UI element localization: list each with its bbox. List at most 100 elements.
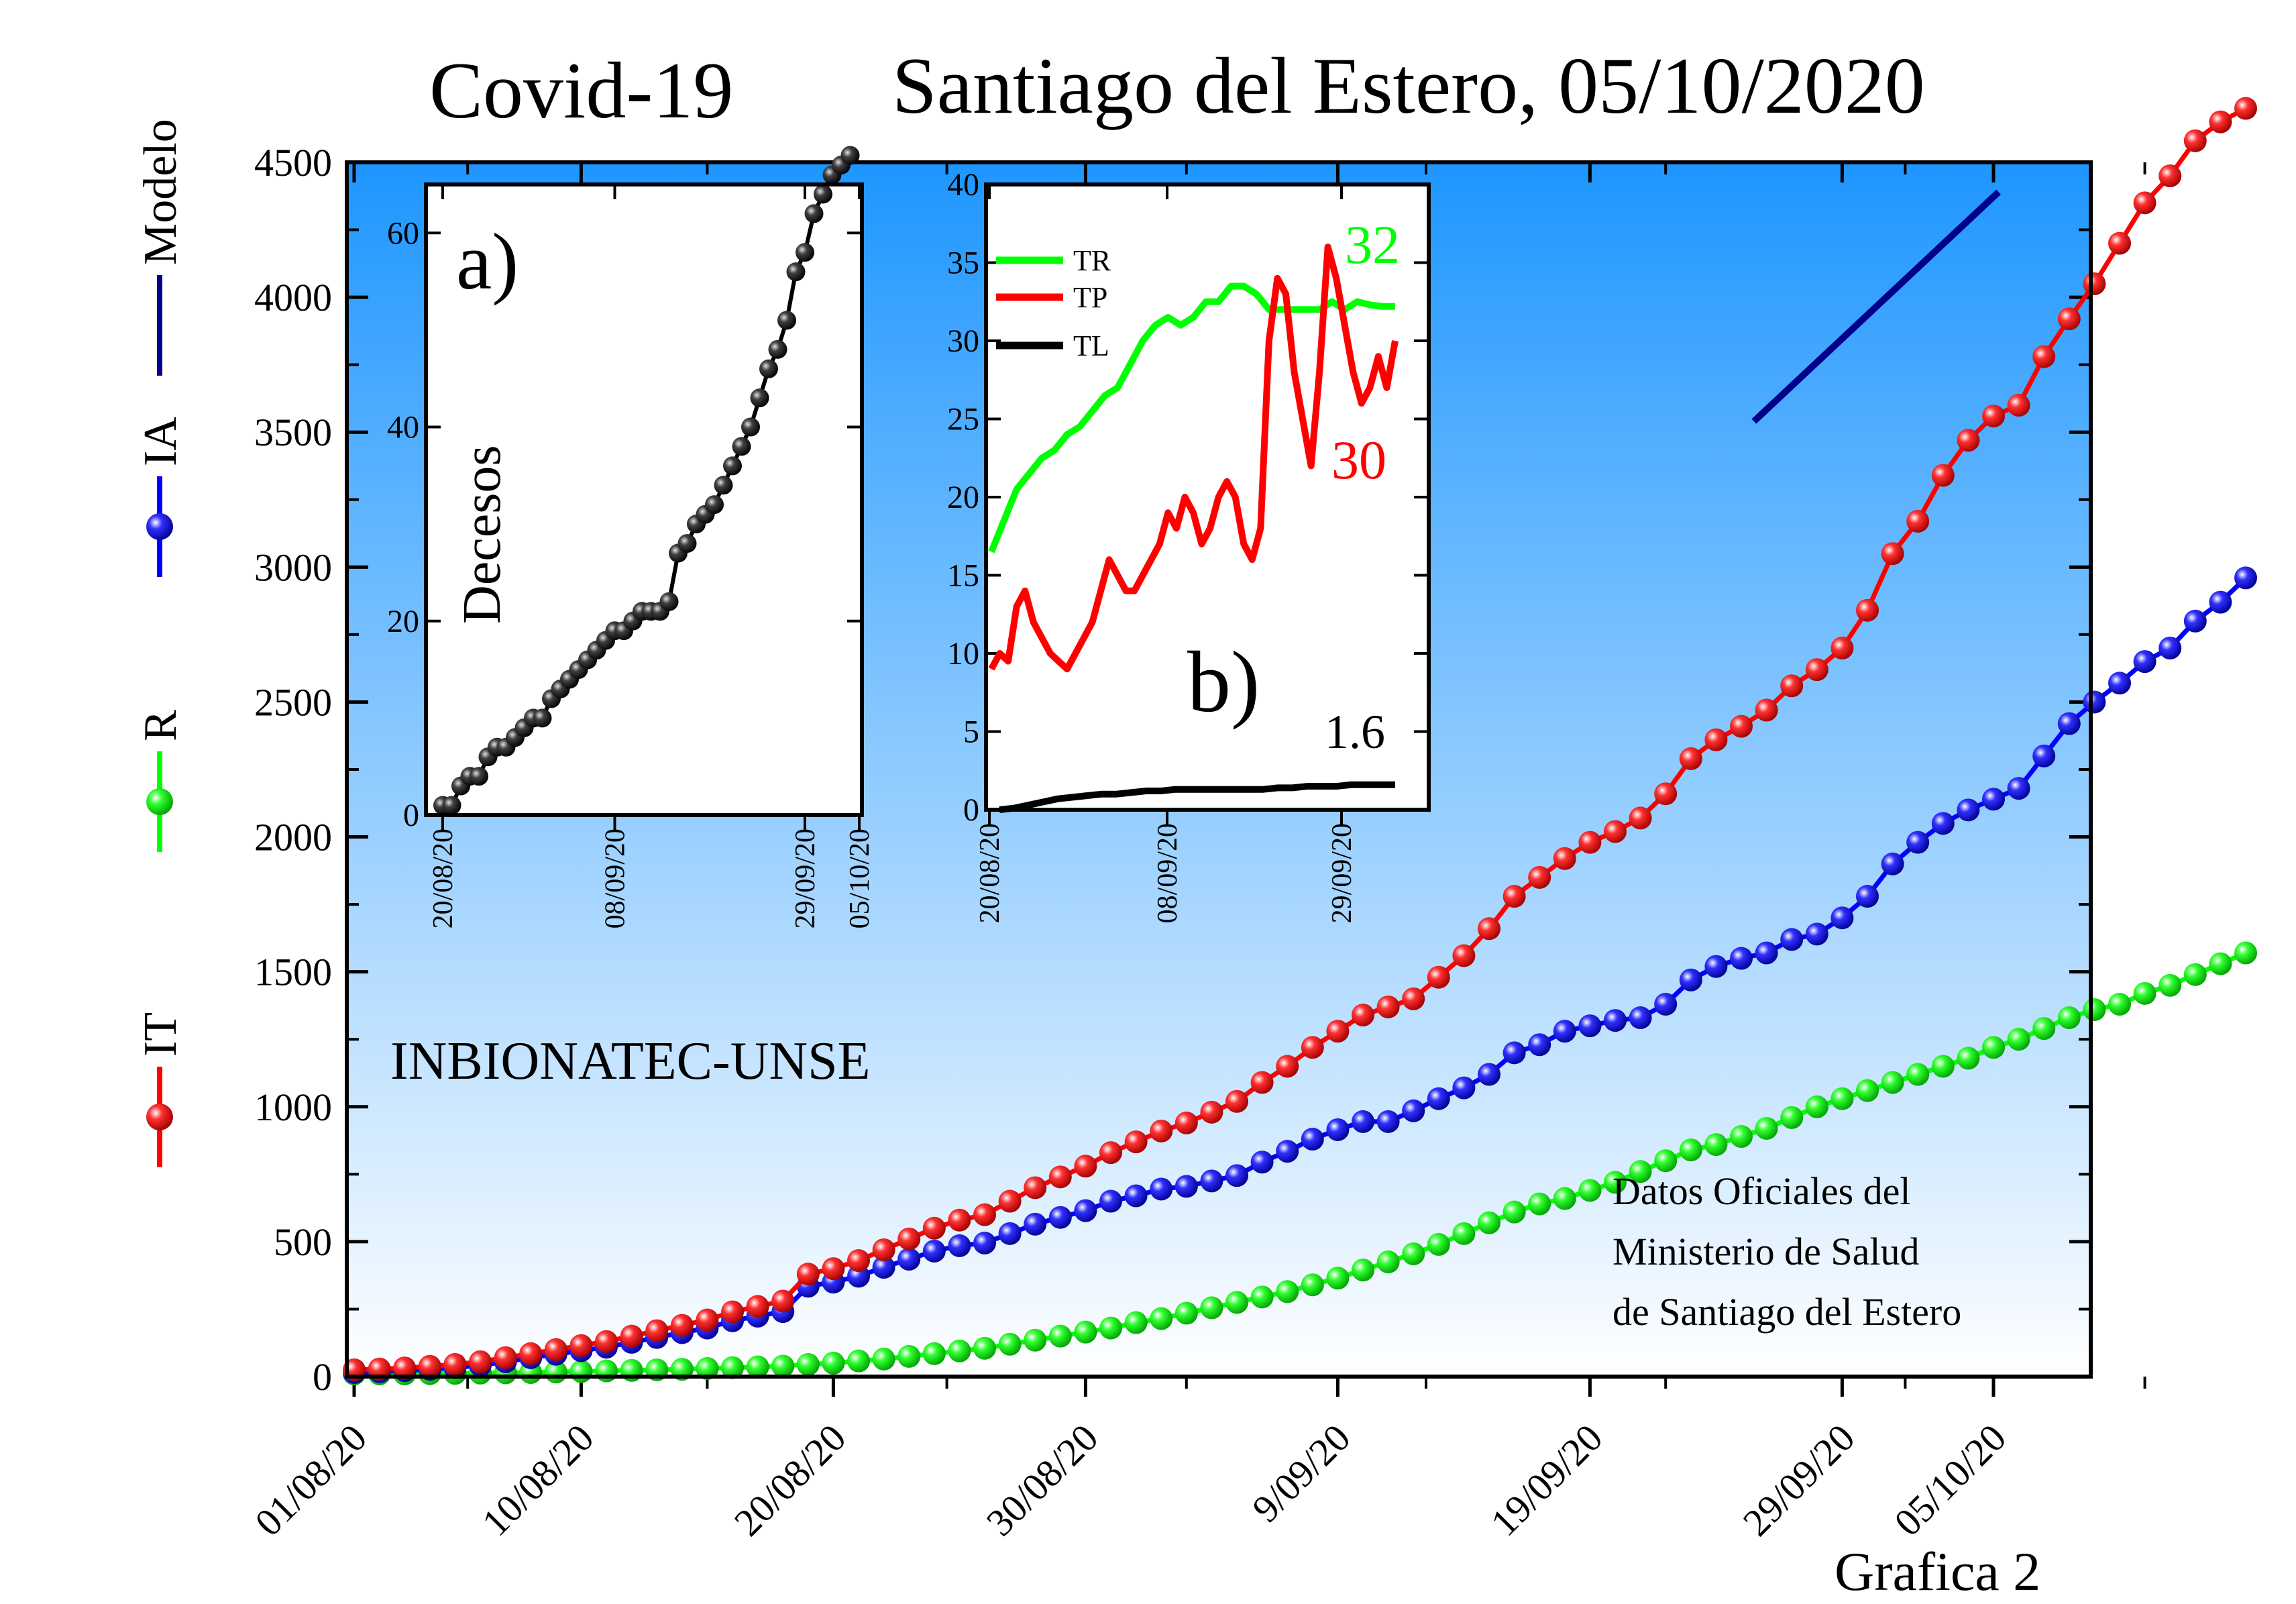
chart-title-left: Covid-19	[429, 46, 733, 135]
inset-a-point	[759, 359, 778, 378]
legend-ball-r	[146, 788, 173, 815]
legend-ball-ia	[146, 513, 173, 540]
point-it	[1629, 806, 1652, 830]
point-r	[1452, 1222, 1476, 1245]
inset-a-point	[732, 437, 751, 456]
point-it	[1704, 728, 1728, 751]
legend-label-it: IT	[135, 1012, 186, 1057]
inset-b-ytick-label: 35	[947, 246, 979, 281]
point-ia	[1931, 812, 1955, 835]
point-it	[973, 1203, 996, 1226]
point-ia	[2007, 777, 2030, 800]
legend-label-r: R	[135, 710, 186, 741]
point-ia	[1048, 1206, 1072, 1229]
point-r	[973, 1336, 996, 1360]
inset-a-point	[741, 417, 760, 437]
point-r	[2108, 992, 2131, 1016]
legend-label-ia: IA	[135, 417, 186, 466]
point-r	[1805, 1095, 1828, 1118]
point-r	[746, 1355, 769, 1379]
inset-a-area	[426, 184, 862, 815]
point-r	[1478, 1211, 1500, 1234]
point-r	[2057, 1006, 2081, 1030]
inset-a-ylabel: Decesos	[453, 445, 512, 624]
point-ia	[1629, 1006, 1652, 1030]
point-ia	[1805, 922, 1828, 946]
point-r	[1024, 1328, 1047, 1352]
point-it	[2158, 164, 2182, 188]
point-it	[771, 1289, 795, 1313]
main-xtick-label: 01/08/20	[246, 1415, 375, 1544]
point-r	[771, 1354, 795, 1378]
series-line-modelo	[1751, 189, 2001, 424]
point-it	[1502, 885, 1526, 908]
point-it	[721, 1300, 744, 1324]
main-xtick-label: 20/08/20	[726, 1415, 855, 1544]
point-it	[418, 1354, 441, 1378]
point-r	[1755, 1116, 1778, 1140]
point-ia	[1074, 1199, 1097, 1222]
point-it	[1906, 509, 1930, 533]
inset-a-deaths: 0 20 40 60 20/08/20 08/09/20 29/09/20 05/10/20	[387, 146, 875, 928]
point-ia	[998, 1222, 1022, 1245]
inset-a-point	[659, 592, 679, 611]
point-ia	[1730, 947, 1753, 970]
point-it	[796, 1263, 820, 1286]
main-legend: IT R IA Modelo	[135, 119, 186, 1167]
point-ia	[1780, 928, 1804, 951]
point-r	[2007, 1028, 2030, 1051]
point-r	[1881, 1071, 1904, 1094]
point-r	[1225, 1291, 1248, 1314]
point-it	[1225, 1089, 1248, 1113]
point-it	[1200, 1100, 1223, 1124]
point-r	[1528, 1192, 1551, 1216]
point-it	[645, 1319, 669, 1342]
series-line-r	[354, 951, 2247, 1377]
point-r	[569, 1360, 593, 1383]
chart-title-right: Santiago del Estero, 05/10/2020	[892, 41, 1925, 130]
point-r	[696, 1356, 719, 1380]
point-it	[2133, 191, 2156, 215]
point-r	[1376, 1250, 1400, 1274]
main-ytick-label: 1000	[254, 1085, 332, 1129]
point-ia	[2183, 609, 2207, 633]
point-ia	[1906, 831, 1930, 854]
inset-a-ytick-label: 60	[387, 215, 419, 251]
point-r	[897, 1344, 921, 1368]
inset-b-legend-label-tl: TL	[1073, 329, 1109, 362]
point-it	[1024, 1176, 1047, 1199]
point-ia	[2209, 590, 2232, 614]
point-it	[1074, 1155, 1097, 1178]
inset-a-point	[723, 456, 742, 476]
inset-a-ytick-label: 20	[387, 604, 419, 639]
point-r	[948, 1339, 971, 1362]
inset-a-point	[804, 204, 824, 223]
point-ia	[1704, 955, 1728, 978]
inset-b-ytick-label: 25	[947, 402, 979, 437]
point-r	[1629, 1160, 1652, 1183]
point-r	[2133, 981, 2156, 1005]
point-it	[1578, 831, 1602, 854]
point-it	[1654, 782, 1678, 806]
point-r	[1250, 1285, 1274, 1309]
point-it	[1805, 658, 1828, 682]
point-r	[2183, 963, 2207, 986]
point-it	[998, 1189, 1022, 1213]
point-ia	[2234, 566, 2257, 590]
point-r	[1174, 1301, 1198, 1325]
point-r	[1604, 1171, 1627, 1194]
inset-b-ytick-label: 20	[947, 480, 979, 515]
point-it	[544, 1338, 567, 1361]
inset-a-ytick-label: 40	[387, 410, 419, 445]
point-ia	[973, 1231, 996, 1254]
point-it	[1755, 698, 1778, 722]
main-ytick-label: 4000	[254, 276, 332, 319]
point-it	[1250, 1071, 1274, 1094]
point-r	[822, 1351, 845, 1375]
point-it	[1352, 1004, 1374, 1027]
point-ia	[2083, 690, 2106, 714]
point-it	[948, 1208, 971, 1232]
point-it	[1931, 464, 1955, 487]
point-ia	[1604, 1009, 1627, 1032]
point-ia	[872, 1256, 895, 1279]
